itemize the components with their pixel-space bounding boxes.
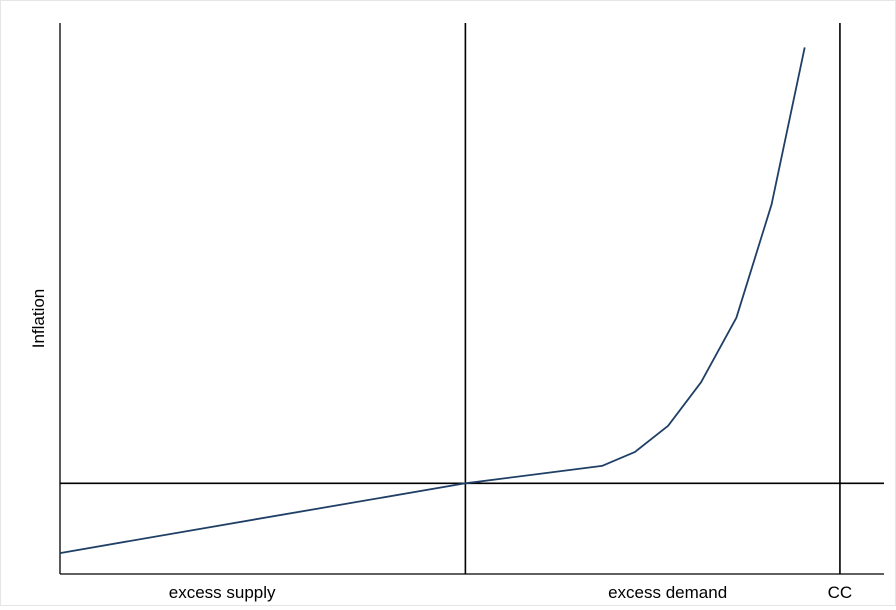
x-tick-label-excess-supply: excess supply [169,583,276,602]
reference-lines [60,23,884,574]
x-tick-label-cc: CC [828,583,853,602]
x-tick-label-excess-demand: excess demand [608,583,727,602]
series-group [59,47,806,554]
series-line-0 [59,47,806,554]
y-axis-label: Inflation [29,289,48,349]
x-tick-labels: excess supply excess demand CC [169,583,852,602]
axes [59,23,884,575]
